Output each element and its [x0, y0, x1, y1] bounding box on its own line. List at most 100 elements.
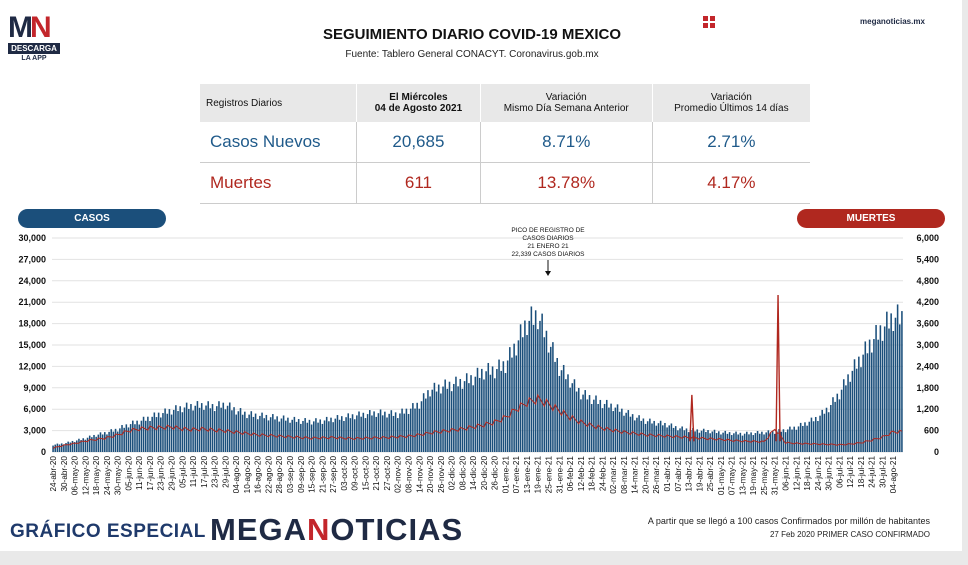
- y-tick-left: 21,000: [18, 297, 46, 307]
- case-bar: [549, 346, 552, 452]
- case-bar: [890, 313, 892, 452]
- case-bar: [407, 413, 410, 452]
- case-bar: [532, 324, 535, 452]
- x-tick-label: 06-feb-21: [566, 456, 575, 491]
- case-bar: [855, 368, 858, 452]
- case-bar: [621, 408, 623, 452]
- row-label: Muertes: [200, 162, 358, 204]
- case-bar: [821, 409, 823, 452]
- case-bar: [597, 403, 599, 452]
- site-link[interactable]: meganoticias.mx: [860, 17, 925, 26]
- case-bar: [369, 410, 371, 452]
- case-bar: [860, 367, 862, 452]
- case-bar: [765, 432, 767, 452]
- app-logo[interactable]: MN DESCARGA LA APP: [8, 13, 60, 62]
- case-bar: [713, 429, 716, 452]
- case-bar: [442, 386, 444, 452]
- case-bar: [806, 425, 808, 452]
- case-bar: [888, 328, 890, 452]
- case-bar: [69, 442, 72, 452]
- case-bar: [162, 413, 164, 452]
- y-tick-left: 18,000: [18, 319, 46, 329]
- case-bar: [381, 415, 384, 452]
- case-bar: [681, 426, 683, 452]
- case-bar: [295, 421, 298, 452]
- x-tick-label: 05-jul-20: [178, 456, 187, 488]
- case-bar: [838, 399, 841, 452]
- case-bar: [465, 373, 468, 452]
- case-bar: [224, 409, 227, 452]
- case-bar: [78, 438, 80, 452]
- case-bar: [56, 443, 59, 452]
- case-bar: [662, 425, 664, 452]
- x-tick-label: 07-may-21: [728, 456, 737, 496]
- case-bar: [879, 325, 882, 452]
- annotation-arrowhead: [545, 271, 551, 276]
- case-bar: [104, 432, 106, 452]
- case-bar: [412, 403, 414, 452]
- x-tick-label: 28-ago-20: [275, 456, 284, 494]
- case-bar: [461, 388, 464, 452]
- x-tick-label: 02-nov-20: [394, 456, 403, 493]
- case-bar: [211, 404, 214, 452]
- case-bar: [106, 434, 108, 452]
- case-bar: [763, 434, 765, 452]
- x-tick-label: 24-may-20: [103, 456, 112, 496]
- case-bar: [132, 420, 134, 452]
- x-tick-label: 30-jun-21: [825, 456, 834, 491]
- case-bar: [711, 431, 714, 452]
- case-bar: [769, 433, 772, 452]
- x-tick-label: 06-jun-21: [782, 456, 791, 491]
- grid-icon[interactable]: [703, 16, 715, 28]
- case-bar: [534, 310, 537, 452]
- case-bar: [293, 416, 296, 452]
- case-bar: [715, 432, 718, 452]
- case-bar: [420, 401, 423, 452]
- x-tick-label: 26-mar-21: [652, 456, 661, 494]
- case-bar: [653, 420, 655, 452]
- case-bar: [894, 317, 897, 452]
- y-tick-right: 4,800: [916, 276, 939, 286]
- x-tick-label: 12-may-20: [81, 456, 90, 496]
- x-tick-label: 31-may-21: [771, 456, 780, 496]
- case-bar: [864, 341, 867, 452]
- case-bar: [274, 419, 276, 452]
- case-bar: [470, 375, 472, 452]
- case-bar: [502, 361, 505, 452]
- case-bar: [265, 414, 268, 452]
- case-bar: [86, 437, 89, 452]
- x-tick-label: 30-abr-20: [60, 456, 69, 492]
- case-bar: [459, 378, 462, 452]
- case-bar: [334, 418, 337, 452]
- case-bar: [198, 407, 201, 452]
- case-bar: [377, 413, 380, 452]
- x-tick-label: 02-dic-20: [448, 456, 457, 491]
- case-bar: [720, 434, 722, 452]
- case-bar: [814, 416, 817, 452]
- case-bar: [478, 377, 481, 452]
- y-tick-left: 6,000: [23, 404, 46, 414]
- case-bar: [429, 396, 431, 452]
- case-bar: [862, 354, 864, 452]
- y-tick-right: 3,000: [916, 340, 939, 350]
- case-bar: [166, 413, 169, 452]
- x-tick-label: 05-jun-20: [124, 456, 133, 491]
- deaths-line: [52, 393, 903, 449]
- case-bar: [338, 419, 341, 452]
- case-bar: [358, 411, 360, 452]
- x-tick-label: 19-ene-21: [534, 456, 543, 494]
- stats-header-row: Registros Diarios El Miércoles 04 de Agos…: [200, 84, 810, 122]
- case-bar: [203, 409, 205, 452]
- case-bar: [241, 414, 244, 452]
- y-tick-right: 2,400: [916, 361, 939, 371]
- case-bar: [858, 356, 860, 452]
- case-bar: [556, 357, 558, 452]
- case-bar: [170, 414, 173, 452]
- case-bar: [633, 420, 636, 452]
- case-bar: [343, 420, 345, 452]
- logo-download-band: DESCARGA: [8, 43, 60, 54]
- case-bar: [474, 376, 477, 452]
- case-bar: [791, 429, 793, 452]
- case-bar: [870, 352, 873, 452]
- case-bar: [541, 313, 543, 452]
